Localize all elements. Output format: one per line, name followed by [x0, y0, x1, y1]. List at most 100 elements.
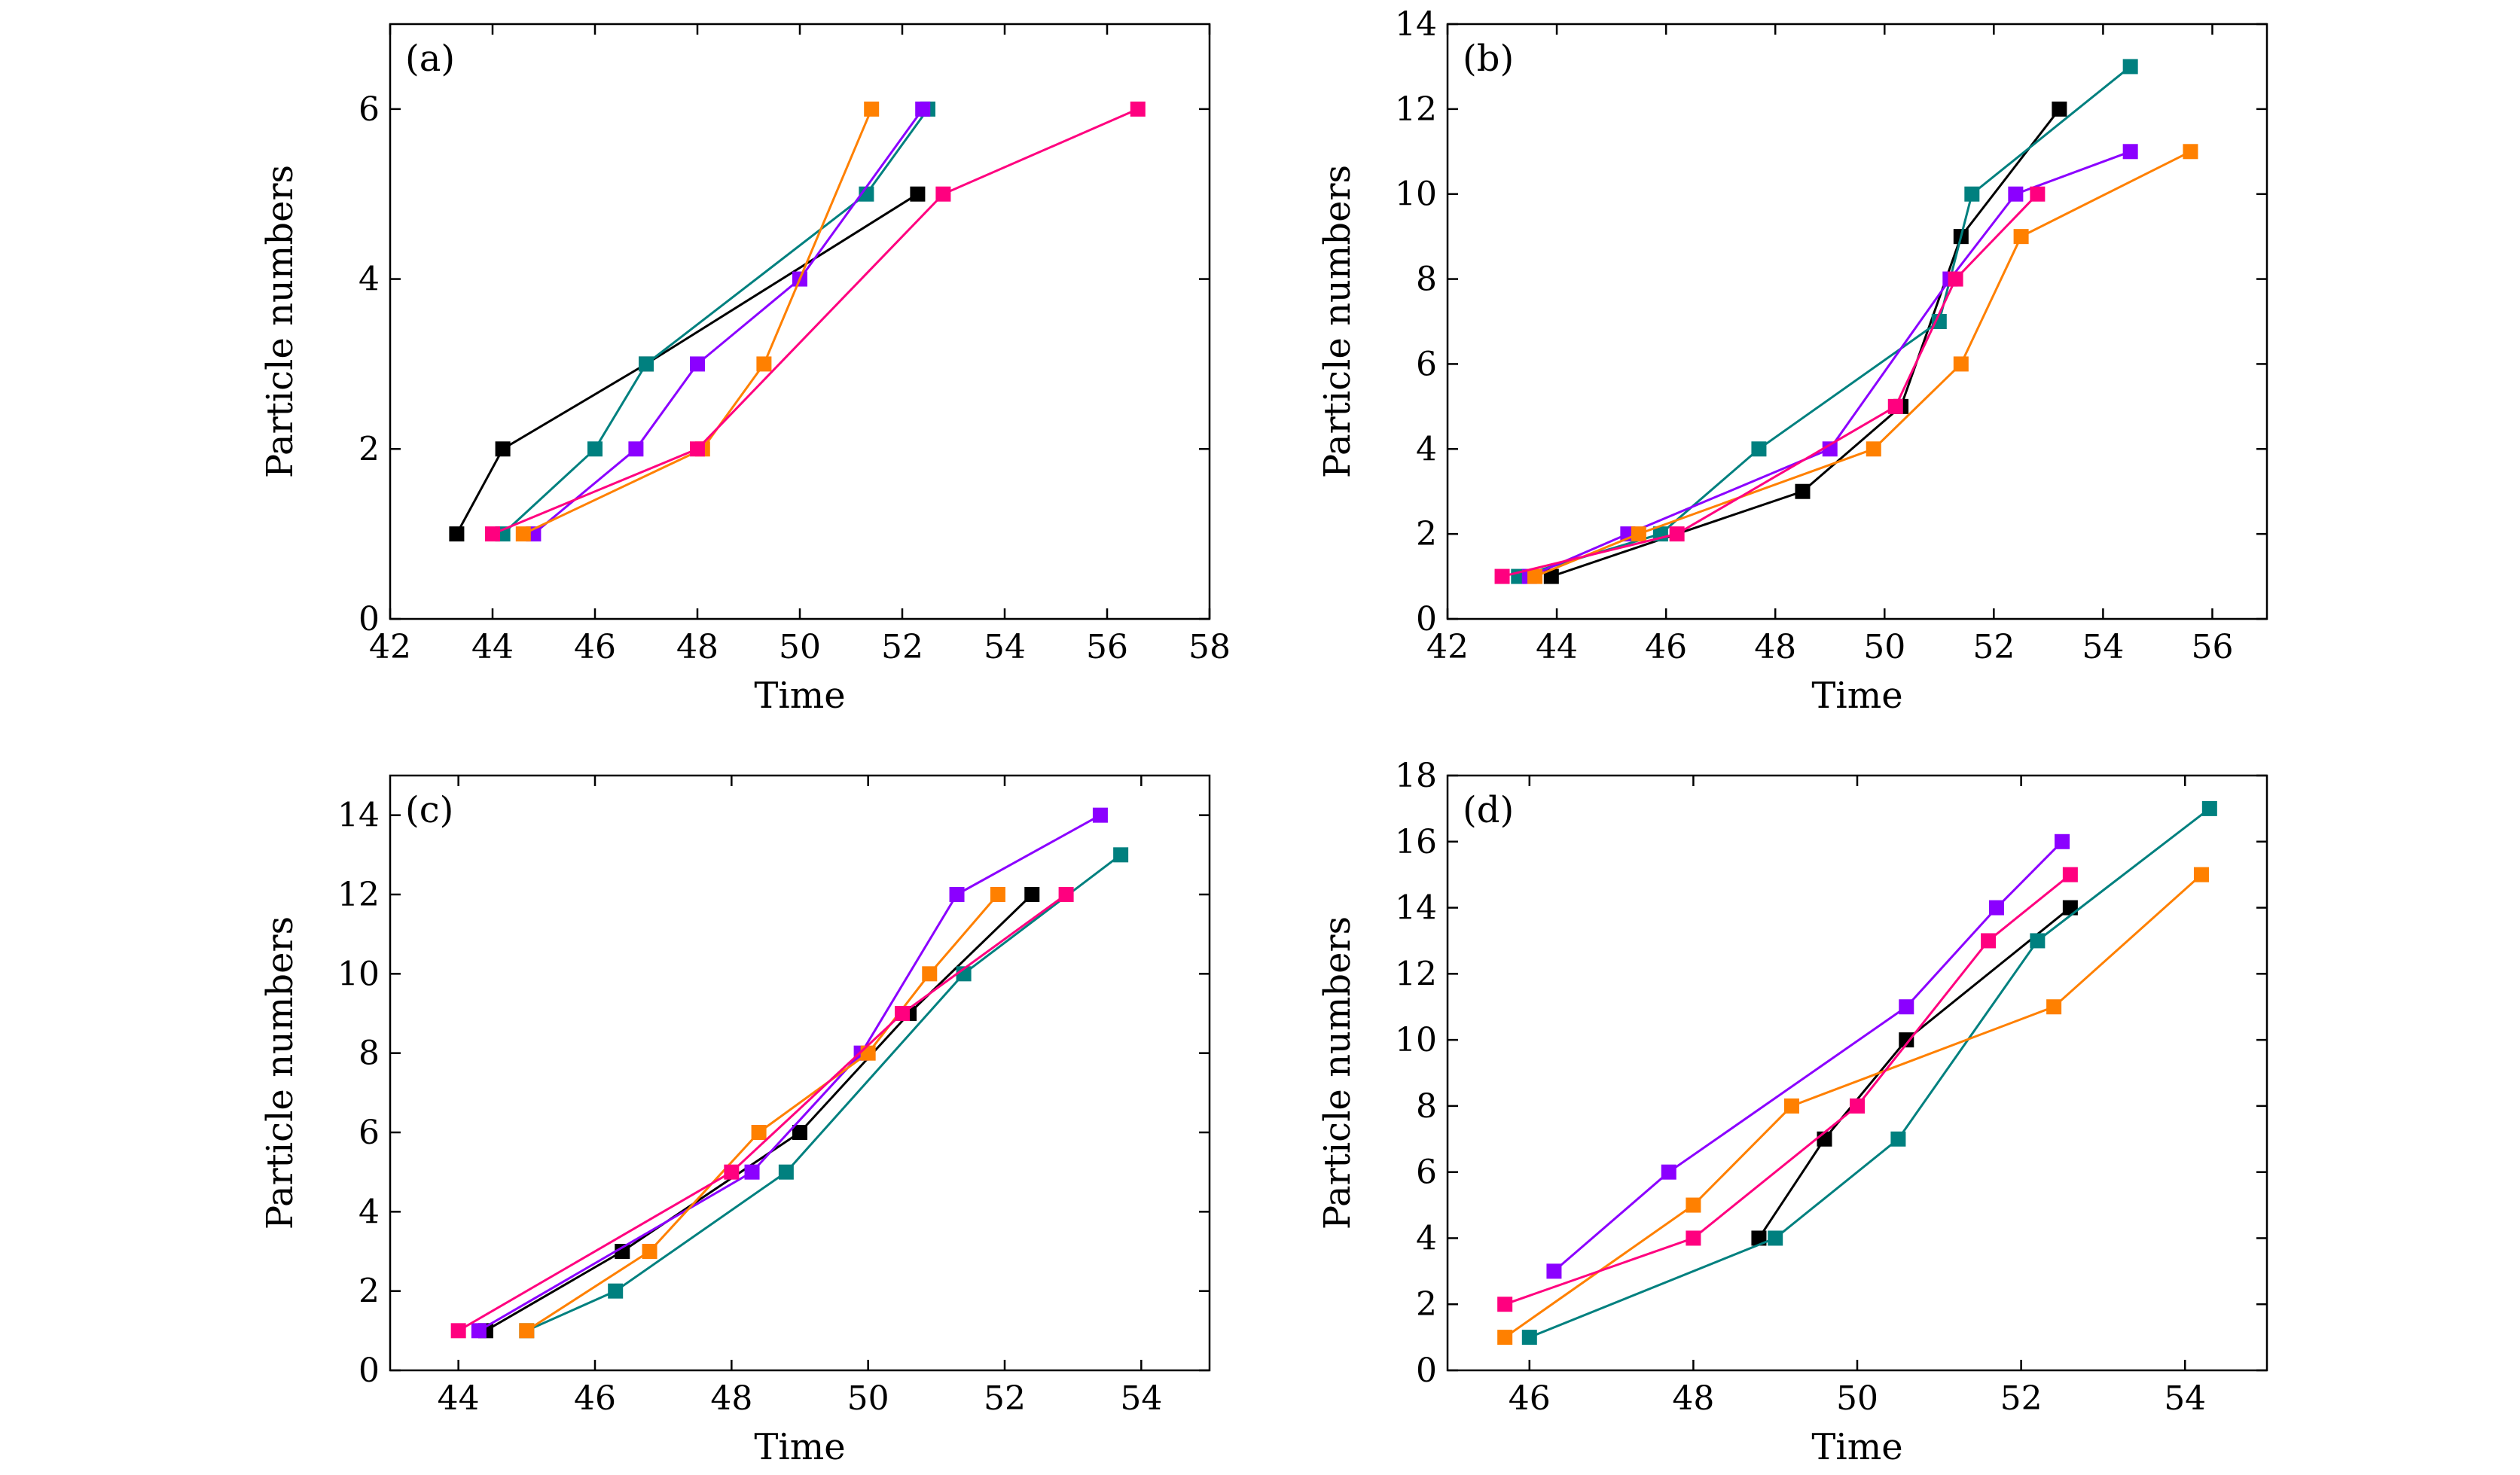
data-point: [2062, 900, 2078, 916]
y-axis-title: Particle numbers: [1316, 165, 1359, 478]
data-point: [1931, 314, 1947, 329]
data-point: [1899, 999, 1914, 1015]
data-point: [1850, 1098, 1865, 1114]
data-point: [1092, 807, 1108, 823]
x-tick-label: 52: [2000, 1379, 2043, 1418]
data-point: [990, 887, 1005, 902]
data-point: [2183, 144, 2198, 160]
data-point: [1887, 398, 1903, 414]
y-tick-label: 14: [1395, 889, 1437, 928]
data-point: [2008, 186, 2024, 202]
data-point: [1113, 847, 1129, 863]
x-tick-label: 50: [1836, 1379, 1878, 1418]
y-axis-title: Particle numbers: [259, 916, 301, 1230]
x-tick-label: 50: [1863, 628, 1905, 666]
data-point: [1631, 526, 1646, 542]
series-1: [1751, 900, 2078, 1246]
data-point: [1751, 441, 1767, 457]
x-tick-label: 50: [847, 1379, 889, 1418]
x-tick-label: 54: [2164, 1379, 2206, 1418]
y-tick-label: 0: [1416, 600, 1437, 638]
x-tick-label: 54: [984, 628, 1026, 666]
plot-frame: [1446, 23, 2268, 620]
x-tick-label: 48: [710, 1379, 752, 1418]
x-axis-title: Time: [754, 1426, 845, 1468]
y-tick-label: 4: [1416, 1219, 1437, 1257]
data-point: [724, 1164, 740, 1180]
data-point: [690, 356, 705, 372]
data-point: [1669, 526, 1685, 542]
data-point: [2055, 833, 2070, 849]
series-4: [1497, 867, 2209, 1345]
data-point: [860, 1045, 876, 1061]
series-3: [526, 101, 931, 542]
x-tick-label: 42: [369, 628, 411, 666]
x-tick-label: 46: [574, 1379, 616, 1418]
series-line: [457, 893, 1067, 1332]
x-tick-label: 48: [1672, 1379, 1714, 1418]
plot-frame: [389, 774, 1211, 1372]
data-point: [449, 526, 465, 542]
y-tick-label: 14: [337, 797, 380, 835]
data-point: [1890, 1131, 1906, 1147]
series-5: [450, 887, 1074, 1339]
chart-panel-2: 42 44 46 48 50 52 54 5602468101214TimeParticle …: [1316, 5, 2268, 717]
series-1: [449, 186, 926, 542]
data-point: [1686, 1197, 1701, 1213]
data-point: [949, 887, 965, 902]
data-point: [1988, 900, 2004, 916]
series-4: [1527, 144, 2198, 584]
series-line: [526, 894, 999, 1332]
y-tick-label: 0: [1416, 1352, 1437, 1390]
data-point: [2201, 800, 2217, 816]
data-point: [1822, 441, 1838, 457]
x-tick-label: 52: [881, 628, 923, 666]
y-tick-label: 4: [358, 261, 380, 299]
data-point: [956, 966, 972, 982]
data-point: [2030, 933, 2046, 949]
panel-label: (c): [405, 789, 453, 831]
x-tick-label: 46: [1645, 628, 1687, 666]
data-point: [1948, 271, 1963, 287]
data-point: [2062, 867, 2078, 882]
x-tick-label: 56: [2191, 628, 2233, 666]
data-point: [1494, 568, 1510, 584]
data-point: [615, 1244, 630, 1259]
data-point: [1527, 568, 1543, 584]
data-point: [642, 1244, 657, 1259]
data-point: [628, 441, 644, 457]
series-line: [1534, 150, 2192, 578]
x-tick-label: 48: [676, 628, 718, 666]
y-tick-label: 12: [1395, 90, 1437, 129]
series-5: [1497, 867, 2078, 1312]
data-point: [1497, 1330, 1513, 1345]
data-point: [639, 356, 654, 372]
data-point: [1058, 887, 1074, 902]
data-point: [1783, 1098, 1799, 1114]
y-tick-label: 2: [1416, 1285, 1437, 1324]
data-point: [2030, 186, 2046, 202]
data-point: [2122, 59, 2138, 75]
series-3: [1546, 833, 2070, 1279]
y-tick-label: 4: [1416, 430, 1437, 468]
y-tick-label: 4: [358, 1193, 380, 1231]
data-point: [2122, 144, 2138, 160]
data-point: [515, 526, 531, 542]
y-tick-label: 12: [337, 876, 380, 914]
y-tick-label: 10: [337, 955, 380, 993]
data-point: [2046, 999, 2062, 1015]
y-tick-label: 14: [1395, 5, 1437, 44]
x-tick-label: 54: [1120, 1379, 1162, 1418]
y-tick-label: 12: [1395, 955, 1437, 993]
x-tick-label: 44: [438, 1379, 480, 1418]
y-tick-label: 6: [358, 90, 380, 129]
data-point: [519, 1323, 535, 1339]
data-point: [1543, 568, 1559, 584]
data-point: [895, 1006, 910, 1021]
panel-label: (d): [1463, 789, 1514, 831]
y-tick-label: 6: [1416, 1153, 1437, 1192]
data-point: [1546, 1263, 1562, 1279]
